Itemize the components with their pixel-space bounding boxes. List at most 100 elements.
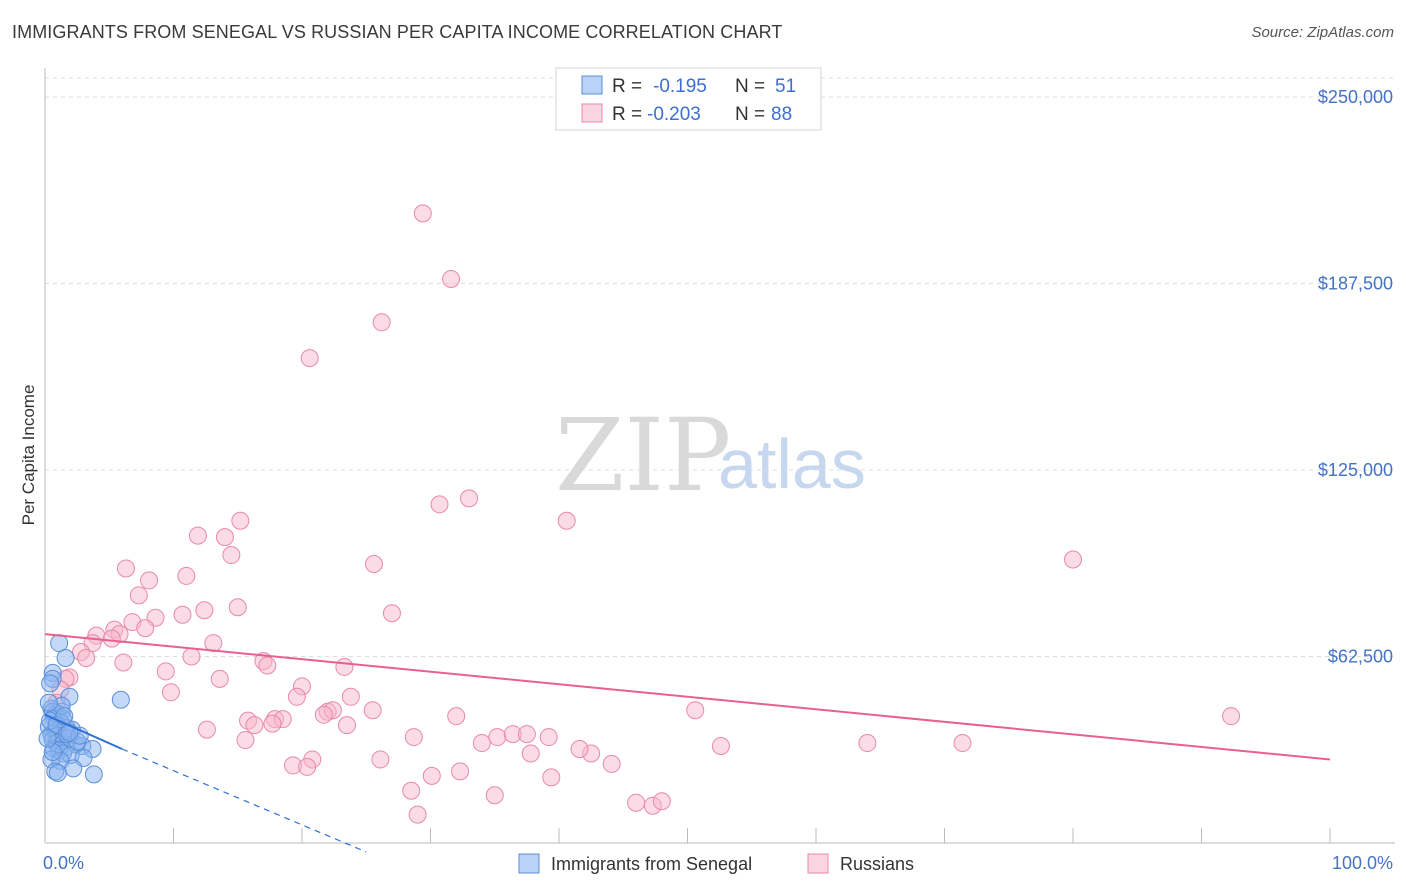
data-point xyxy=(140,571,159,590)
trend-line-senegal xyxy=(44,713,123,750)
data-point xyxy=(539,728,558,747)
data-point xyxy=(602,754,621,773)
data-point xyxy=(287,687,306,706)
stats-legend: R = -0.195 N = 51 R = -0.203 N = 88 xyxy=(555,67,822,131)
data-point xyxy=(953,734,972,753)
legend-r-value-senegal: -0.195 xyxy=(653,76,707,97)
data-point xyxy=(136,619,155,638)
series-layer xyxy=(38,204,1241,824)
data-point xyxy=(231,511,250,530)
data-point xyxy=(711,737,730,756)
trend-extension-senegal xyxy=(121,748,367,853)
series-legend-label-senegal: Immigrants from Senegal xyxy=(551,854,752,874)
data-point xyxy=(222,546,241,565)
data-point xyxy=(156,662,175,681)
legend-n-value-senegal: 51 xyxy=(775,76,796,97)
series-legend-swatch-senegal xyxy=(518,853,540,874)
data-point xyxy=(300,349,319,368)
source-label: Source: ZipAtlas.com xyxy=(1251,24,1394,41)
legend-r-label: R = xyxy=(612,76,642,97)
y-tick-label: $125,000 xyxy=(1318,460,1393,480)
data-point xyxy=(298,757,317,776)
watermark-zip: ZIP xyxy=(555,397,731,514)
data-point xyxy=(413,204,432,223)
data-point xyxy=(442,270,461,289)
data-point xyxy=(570,740,589,759)
data-point xyxy=(557,511,576,530)
x-tick-label: 100.0% xyxy=(1332,853,1393,873)
data-point xyxy=(430,495,449,514)
data-point xyxy=(77,648,96,667)
legend-r-label: R = xyxy=(612,104,642,125)
data-point xyxy=(364,554,383,573)
data-point xyxy=(371,750,390,769)
y-axis-label: Per Capita Income xyxy=(19,385,38,526)
data-point xyxy=(858,734,877,753)
data-point xyxy=(215,528,234,547)
y-tick-label: $187,500 xyxy=(1318,274,1393,294)
data-point xyxy=(258,656,277,675)
data-point xyxy=(111,690,130,709)
data-point xyxy=(55,707,74,726)
legend-n-value-russians: 88 xyxy=(771,104,792,125)
watermark-atlas: atlas xyxy=(718,425,866,503)
legend-swatch-russians xyxy=(581,103,603,123)
data-point xyxy=(177,566,196,585)
data-point xyxy=(38,729,57,748)
data-point xyxy=(210,669,229,688)
series-senegal xyxy=(38,634,130,784)
data-point xyxy=(447,707,466,726)
gridlines xyxy=(45,77,1395,657)
data-point xyxy=(84,765,103,784)
data-point xyxy=(64,759,83,778)
data-point xyxy=(236,731,255,750)
data-point xyxy=(460,489,479,508)
data-point xyxy=(341,687,360,706)
data-point xyxy=(422,766,441,785)
data-point xyxy=(488,728,507,747)
data-point xyxy=(485,786,504,805)
data-point xyxy=(195,601,214,620)
series-legend-swatch-russians xyxy=(807,853,829,874)
data-point xyxy=(56,648,75,667)
data-point xyxy=(652,792,671,811)
series-russians xyxy=(47,204,1241,824)
data-point xyxy=(114,653,133,672)
data-point xyxy=(451,762,470,781)
data-point xyxy=(204,634,223,653)
data-point xyxy=(382,604,401,623)
data-point xyxy=(188,526,207,545)
series-legend-label-russians: Russians xyxy=(840,854,914,874)
data-point xyxy=(404,728,423,747)
data-point xyxy=(116,559,135,578)
data-point xyxy=(542,768,561,787)
y-tick-labels: $62,500 $125,000 $187,500 $250,000 xyxy=(1318,87,1393,667)
data-point xyxy=(472,734,491,753)
legend-r-value-russians: -0.203 xyxy=(647,104,701,125)
chart-title: IMMIGRANTS FROM SENEGAL VS RUSSIAN PER C… xyxy=(12,22,783,42)
data-point xyxy=(228,598,247,617)
data-point xyxy=(263,714,282,733)
trend-layer xyxy=(44,633,1331,853)
x-tick-labels: 0.0% 100.0% xyxy=(43,853,1393,873)
data-point xyxy=(173,605,192,624)
data-point xyxy=(517,725,536,744)
data-point xyxy=(627,793,646,812)
legend-n-label: N = xyxy=(735,104,765,125)
x-tick-label: 0.0% xyxy=(43,853,84,873)
data-point xyxy=(48,763,67,782)
data-point xyxy=(335,657,354,676)
legend-n-label: N = xyxy=(735,76,765,97)
data-point xyxy=(182,647,201,666)
data-point xyxy=(161,683,180,702)
data-point xyxy=(41,674,60,693)
data-point xyxy=(337,716,356,735)
series-legend: Immigrants from Senegal Russians xyxy=(518,853,914,874)
data-point xyxy=(1222,707,1241,726)
data-point xyxy=(408,805,427,824)
y-tick-label: $250,000 xyxy=(1318,87,1393,107)
data-point xyxy=(245,716,264,735)
data-point xyxy=(102,629,121,648)
data-point xyxy=(129,586,148,605)
